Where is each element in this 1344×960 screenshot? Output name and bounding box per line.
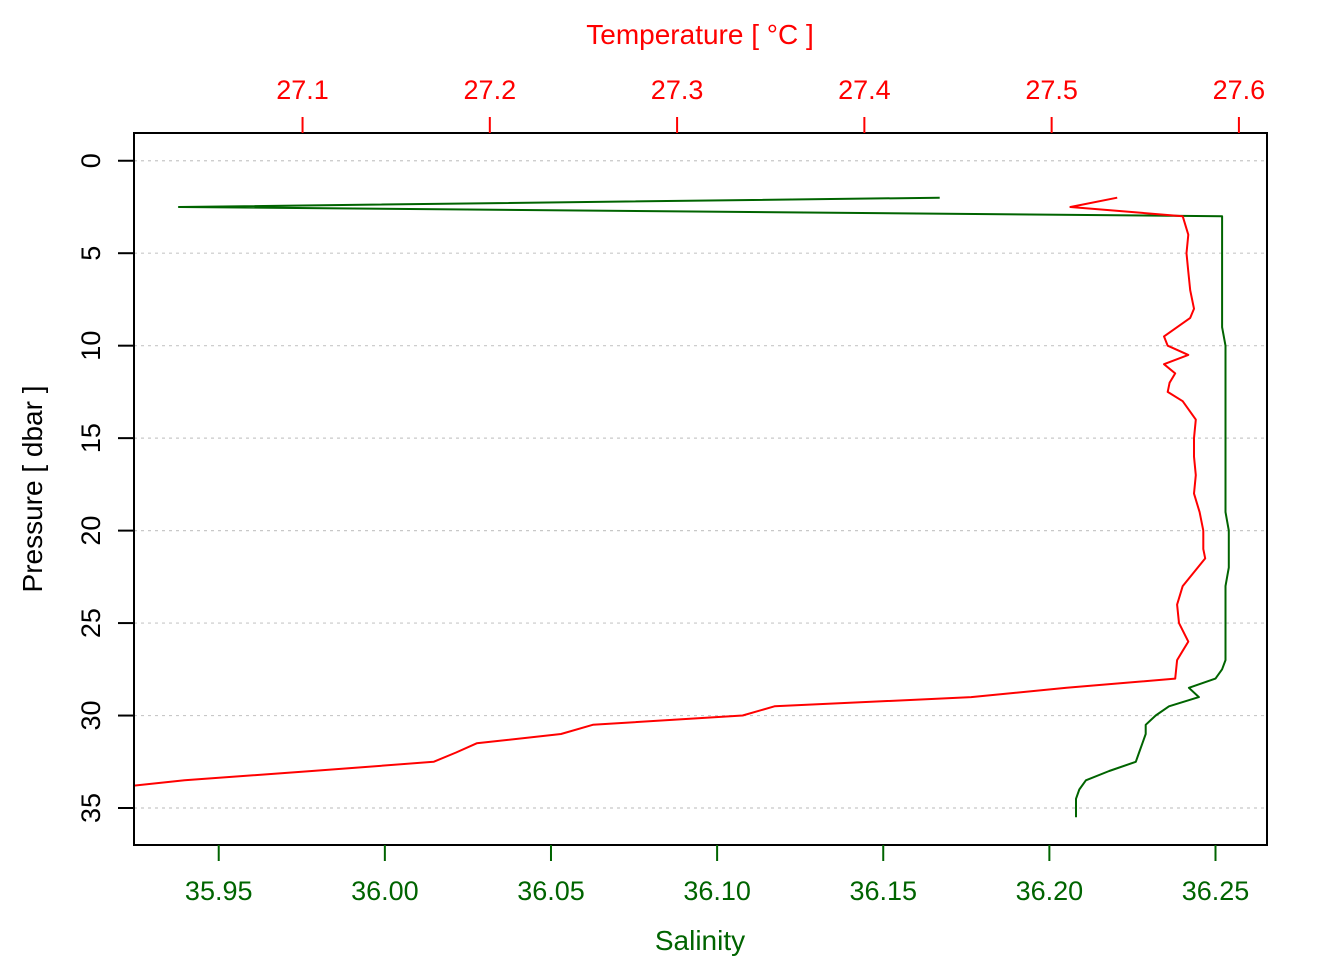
y-tick-label: 15 xyxy=(76,423,106,453)
y-tick-label: 20 xyxy=(76,516,106,546)
x-bottom-tick-label: 35.95 xyxy=(185,876,253,906)
x-top-tick-label: 27.1 xyxy=(276,75,329,105)
temperature-profile-line xyxy=(134,196,1207,787)
y-tick-label: 5 xyxy=(76,246,106,261)
y-axis-title: Pressure [ dbar ] xyxy=(17,386,48,593)
x-bottom-tick-label: 36.15 xyxy=(849,876,917,906)
y-tick-label: 25 xyxy=(76,608,106,638)
x-bottom-tick-label: 36.25 xyxy=(1182,876,1250,906)
salinity-profile-line xyxy=(177,196,1230,818)
y-tick-label: 30 xyxy=(76,701,106,731)
x-top-tick-label: 27.5 xyxy=(1025,75,1078,105)
x-top-tick-label: 27.3 xyxy=(651,75,704,105)
pressure-axis: 0 5 10 15 20 25 30 35 xyxy=(76,153,134,823)
x-top-axis-title: Temperature [ °C ] xyxy=(586,19,814,50)
gridlines xyxy=(134,160,1267,809)
plot-frame xyxy=(133,132,1268,846)
x-top-tick-label: 27.2 xyxy=(464,75,517,105)
x-bottom-tick-label: 36.20 xyxy=(1016,876,1084,906)
salinity-axis: 35.95 36.00 36.05 36.10 36.15 36.20 36.25 xyxy=(185,845,1249,906)
x-bottom-tick-label: 36.00 xyxy=(351,876,419,906)
x-top-tick-label: 27.4 xyxy=(838,75,891,105)
y-tick-label: 0 xyxy=(76,153,106,168)
temperature-axis: 27.1 27.2 27.3 27.4 27.5 27.6 xyxy=(276,75,1265,133)
x-bottom-tick-label: 36.05 xyxy=(517,876,585,906)
y-tick-label: 10 xyxy=(76,331,106,361)
x-bottom-tick-label: 36.10 xyxy=(683,876,751,906)
y-tick-label: 35 xyxy=(76,793,106,823)
x-bottom-axis-title: Salinity xyxy=(655,925,745,956)
series-lines xyxy=(134,196,1230,818)
x-top-tick-label: 27.6 xyxy=(1213,75,1266,105)
